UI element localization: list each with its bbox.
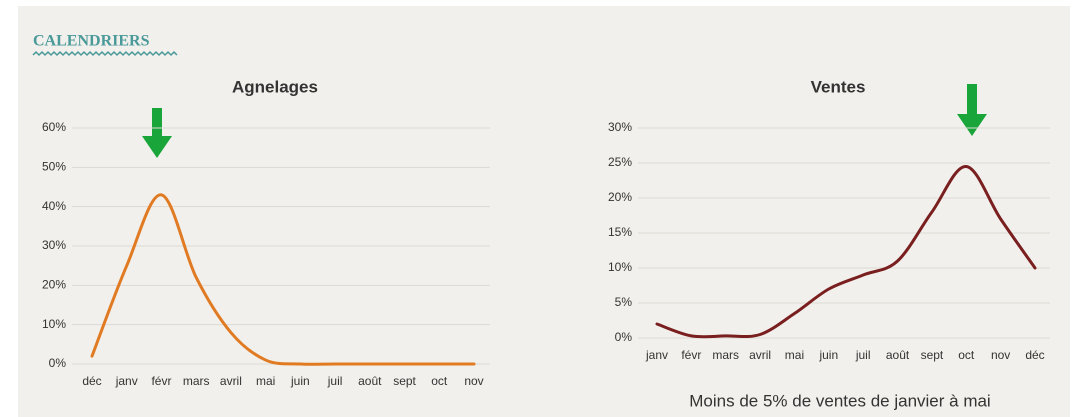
x-tick-label: nov [991,348,1010,362]
x-tick-label: juin [818,348,838,362]
header-title: CALENDRIERS [33,33,150,50]
x-tick-label: mars [712,348,739,362]
x-tick-label: juin [290,374,310,388]
panel [18,6,1070,417]
chart-title: Agnelages [232,77,318,96]
annotation: Moins de 5% de ventes de janvier à mai [689,391,990,410]
y-tick-label: 30% [42,238,66,252]
x-tick-label: févr [681,348,701,362]
x-tick-label: mars [183,374,210,388]
x-tick-label: juil [327,374,343,388]
x-tick-label: déc [82,374,101,388]
x-tick-label: nov [464,374,483,388]
x-tick-label: avril [749,348,771,362]
y-tick-label: 10% [42,317,66,331]
x-tick-label: oct [958,348,975,362]
x-tick-label: sept [393,374,416,388]
line [90,193,476,366]
y-tick-label: 0% [49,356,67,370]
y-tick-label: 60% [42,120,66,134]
x-tick-label: sept [921,348,944,362]
y-tick-label: 0% [615,330,633,344]
x-tick-label: avril [220,374,242,388]
x-tick-label: déc [1025,348,1044,362]
y-tick-label: 50% [42,160,66,174]
y-tick-label: 10% [608,260,632,274]
y-tick-label: 30% [608,120,632,134]
y-tick-label: 40% [42,199,66,213]
y-tick-label: 25% [608,155,632,169]
header-underline [32,50,178,57]
line [655,165,1037,339]
arrow [142,108,172,158]
x-tick-label: juil [855,348,871,362]
y-tick-label: 20% [42,278,66,292]
y-tick-label: 15% [608,225,632,239]
x-tick-label: août [886,348,910,362]
x-tick-label: mai [785,348,804,362]
x-tick-label: oct [431,374,448,388]
x-tick-label: août [358,374,382,388]
chart-title: Ventes [811,77,866,96]
x-tick-label: févr [151,374,171,388]
arrow [957,84,987,136]
x-tick-label: mai [256,374,275,388]
y-tick-label: 20% [608,190,632,204]
y-tick-label: 5% [615,295,633,309]
x-tick-label: janv [645,348,668,362]
x-tick-label: janv [115,374,138,388]
